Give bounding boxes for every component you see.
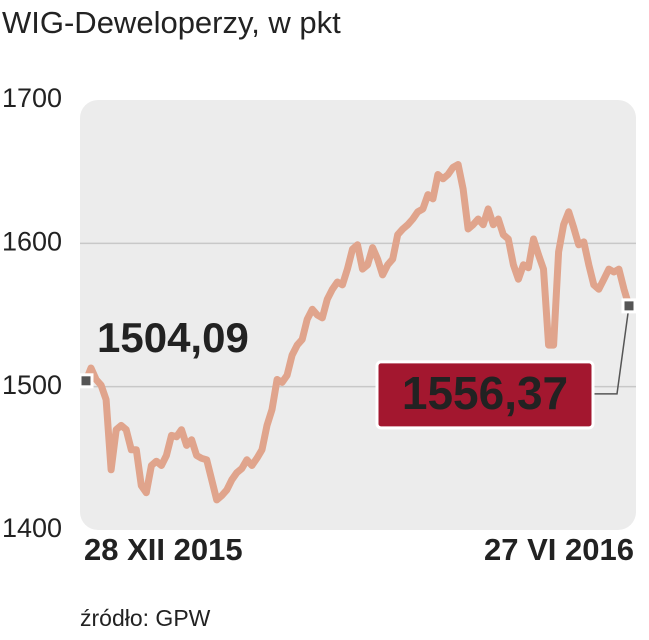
y-tick-label: 1600 <box>2 226 62 256</box>
chart-title: WIG-Deweloperzy, w pkt <box>2 5 341 40</box>
value-label: 1504,09 <box>97 314 249 361</box>
x-tick-label: 28 XII 2015 <box>84 532 243 567</box>
y-tick-label: 1400 <box>2 513 62 543</box>
leader-line <box>592 305 630 395</box>
x-tick-label: 27 VI 2016 <box>484 532 634 567</box>
point-marker <box>78 373 94 389</box>
value-label-box <box>375 360 595 430</box>
y-tick-label: 1500 <box>2 370 62 400</box>
value-label: 1556,37 <box>402 367 568 419</box>
source: źródło: GPW <box>80 605 211 631</box>
line <box>82 161 633 504</box>
y-tick-label: 1700 <box>2 83 62 113</box>
point-marker <box>621 298 637 314</box>
